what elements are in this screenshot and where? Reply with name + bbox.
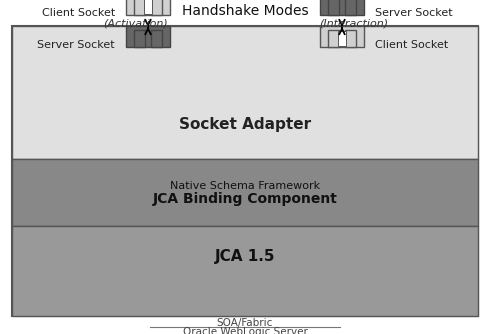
Text: Handshake Modes: Handshake Modes	[182, 4, 308, 18]
Text: (Activation): (Activation)	[103, 18, 169, 28]
Bar	[12, 26, 478, 316]
Bar	[12, 26, 478, 159]
Text: Client Socket: Client Socket	[375, 40, 448, 50]
Bar	[151, 30, 162, 47]
Bar	[338, 31, 346, 46]
Text: SOA/Fabric: SOA/Fabric	[217, 318, 273, 328]
Bar	[328, 30, 339, 47]
Bar	[328, 0, 339, 15]
Text: Server Socket: Server Socket	[375, 8, 453, 18]
Bar	[151, 0, 162, 15]
Bar	[126, 0, 170, 15]
Bar	[12, 226, 478, 316]
Bar	[126, 26, 170, 47]
Bar	[134, 30, 145, 47]
Text: Server Socket: Server Socket	[37, 40, 115, 50]
Text: Native Schema Framework: Native Schema Framework	[170, 181, 320, 191]
Text: (Interaction): (Interaction)	[319, 18, 389, 28]
Text: Client Socket: Client Socket	[42, 8, 115, 18]
Bar	[12, 159, 478, 226]
Text: JCA 1.5: JCA 1.5	[215, 248, 275, 264]
Bar	[345, 30, 356, 47]
Text: Socket Adapter: Socket Adapter	[179, 117, 311, 132]
Bar	[144, 0, 152, 14]
Bar	[320, 0, 364, 15]
Text: Oracle WebLogic Server: Oracle WebLogic Server	[183, 327, 307, 334]
Text: JCA Binding Component: JCA Binding Component	[152, 192, 338, 206]
Bar	[320, 26, 364, 47]
Bar	[345, 0, 356, 15]
Bar	[134, 0, 145, 15]
